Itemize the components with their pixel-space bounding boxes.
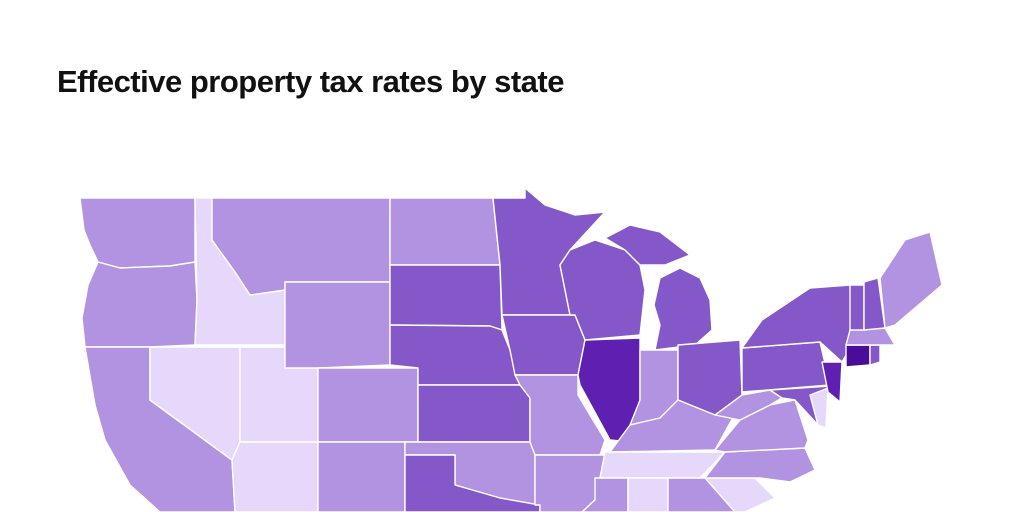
state-CT[interactable] <box>845 344 871 368</box>
state-MS[interactable] <box>581 477 629 512</box>
state-SD[interactable] <box>389 264 503 331</box>
state-CO[interactable] <box>317 367 419 443</box>
state-NM[interactable] <box>317 441 406 512</box>
state-PA[interactable] <box>741 341 831 393</box>
state-GA[interactable] <box>667 477 736 512</box>
state-WA[interactable] <box>79 197 196 269</box>
state-ME[interactable] <box>879 231 943 329</box>
chart-title: Effective property tax rates by state <box>57 64 565 99</box>
state-MN[interactable] <box>492 187 606 316</box>
state-TN[interactable] <box>599 451 726 479</box>
state-IA[interactable] <box>501 314 586 376</box>
state-VT[interactable] <box>849 284 865 331</box>
state-RI[interactable] <box>869 344 881 366</box>
state-MI-upper[interactable] <box>604 224 691 266</box>
state-TX[interactable] <box>404 454 541 512</box>
state-NJ[interactable] <box>821 361 843 403</box>
state-AL[interactable] <box>627 477 669 512</box>
state-OR[interactable] <box>81 261 198 348</box>
state-MI[interactable] <box>653 267 713 351</box>
state-KS[interactable] <box>417 384 531 443</box>
state-AZ[interactable] <box>231 441 319 512</box>
state-WI[interactable] <box>559 239 646 341</box>
state-DE[interactable] <box>809 387 829 429</box>
state-ND[interactable] <box>389 197 501 266</box>
state-WY[interactable] <box>284 281 391 369</box>
